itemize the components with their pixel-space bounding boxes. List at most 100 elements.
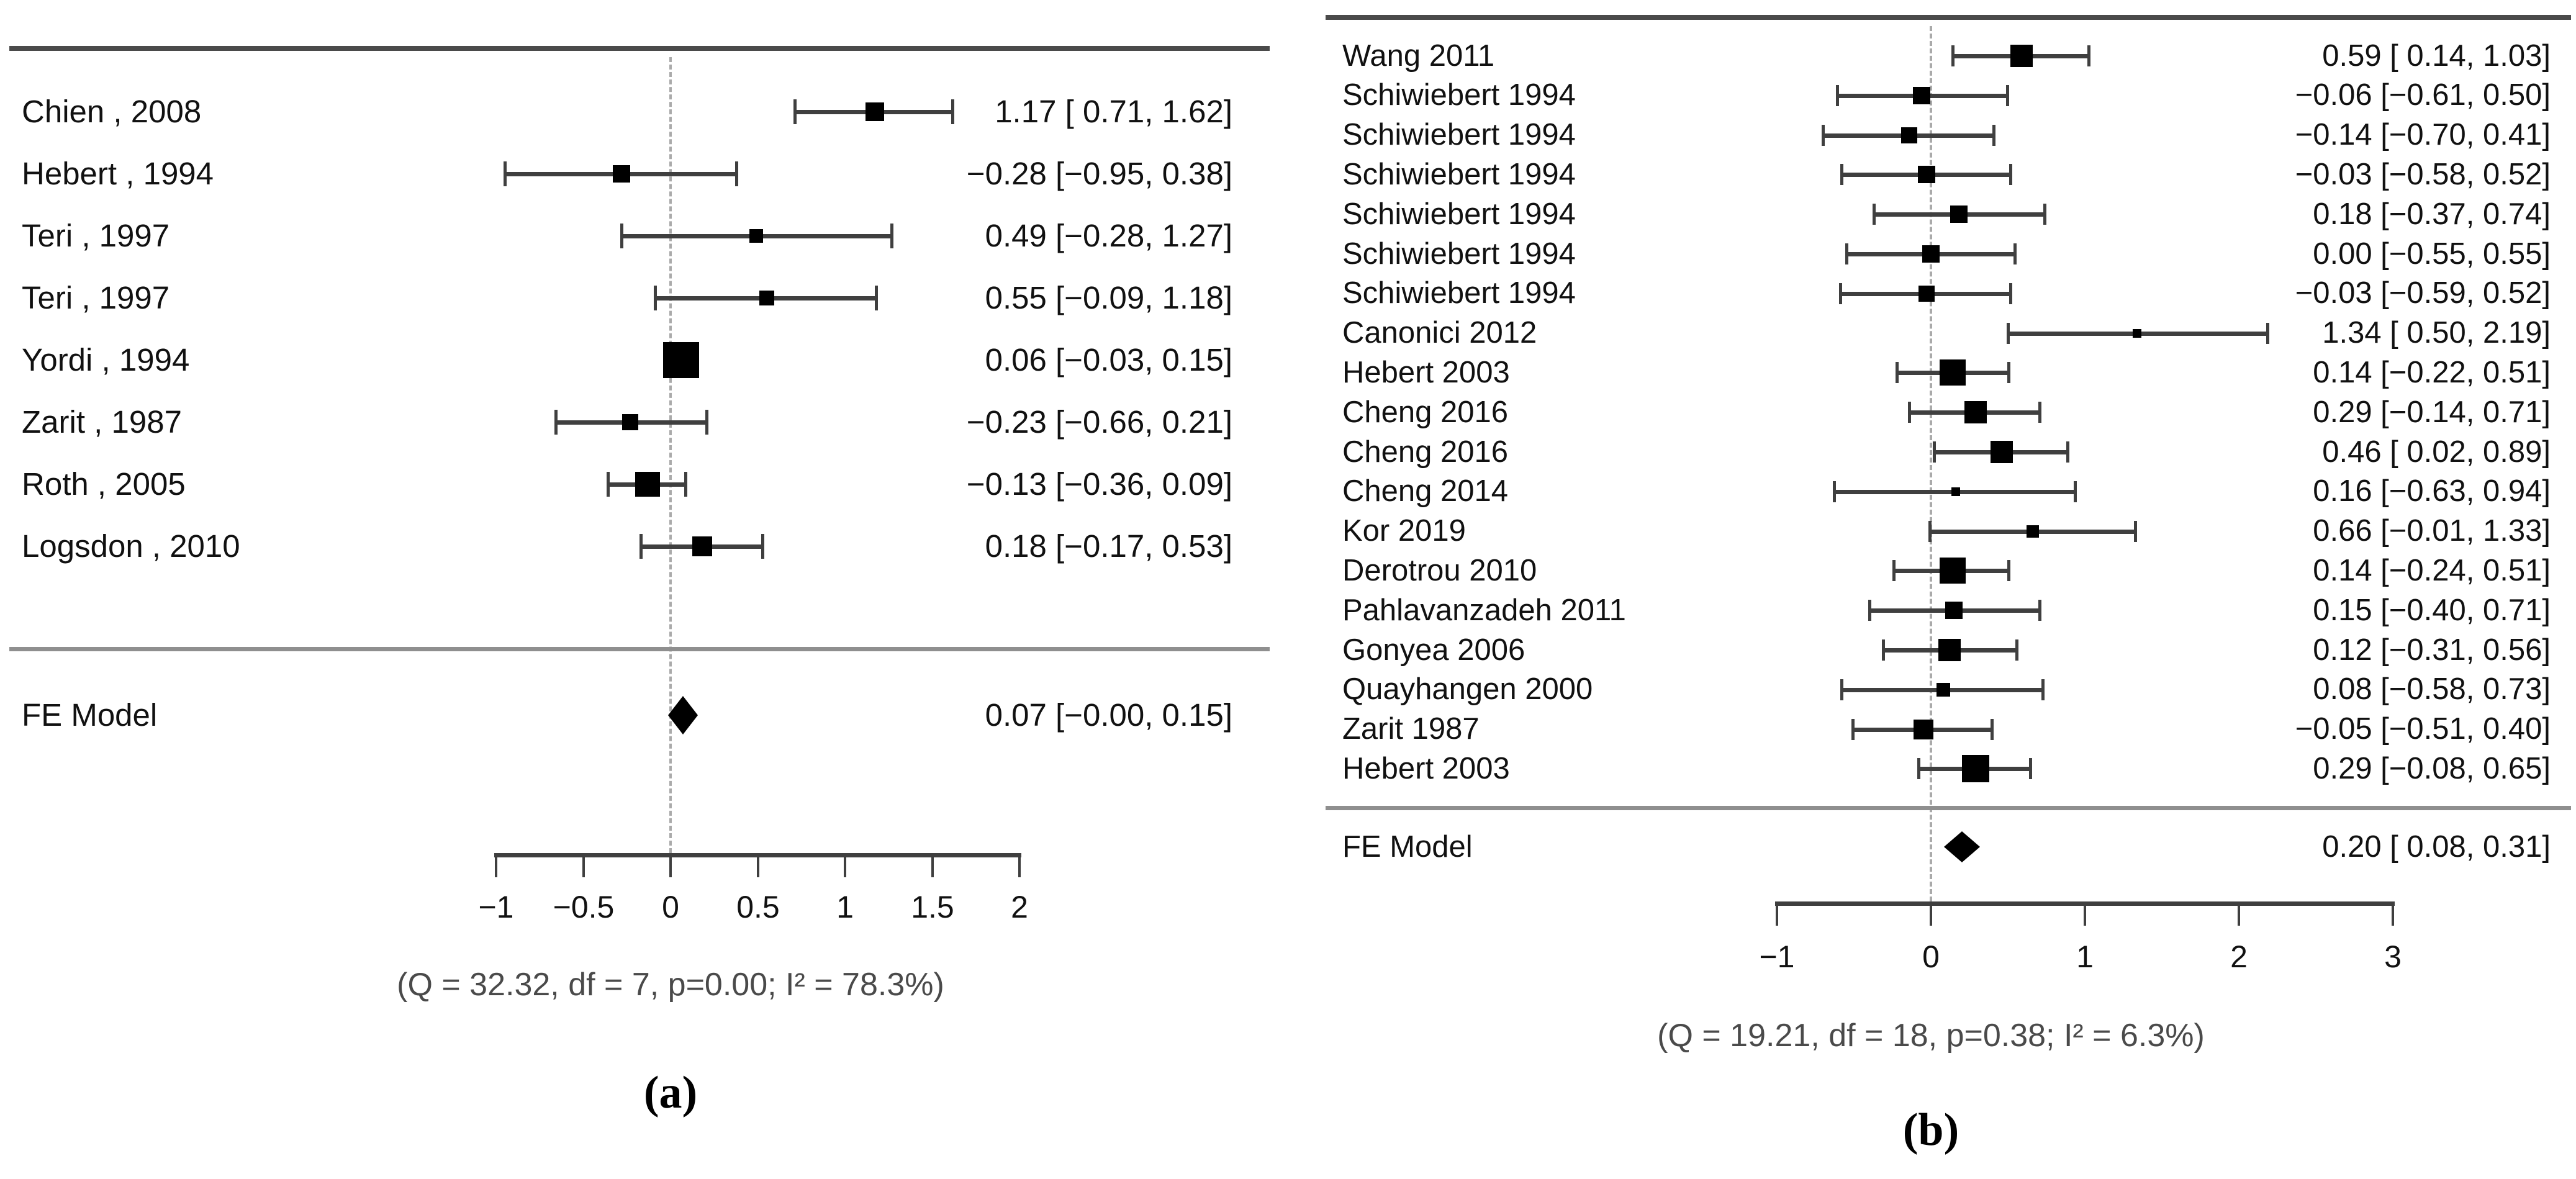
ci-cap-left — [1873, 204, 1876, 225]
estimate-text: 0.55 [−0.09, 1.18] — [985, 280, 1232, 315]
fe-estimate-text: 0.20 [ 0.08, 0.31] — [2322, 830, 2551, 864]
estimate-text: 1.34 [ 0.50, 2.19] — [2322, 316, 2551, 350]
ci-cap-right — [2009, 164, 2012, 185]
ci-cap-right — [2043, 204, 2046, 225]
ci-cap-right — [875, 286, 878, 310]
study-label: Schiwiebert 1994 — [1342, 78, 1576, 112]
ci-cap-left — [1822, 125, 1825, 146]
ci-cap-right — [2007, 362, 2010, 383]
x-axis-tick-label: 3 — [2384, 939, 2402, 974]
study-label: Schiwiebert 1994 — [1342, 118, 1576, 151]
estimate-text: −0.06 [−0.61, 0.50] — [2295, 78, 2551, 112]
estimate-text: 0.08 [−0.58, 0.73] — [2313, 672, 2551, 706]
estimate-text: 0.46 [ 0.02, 0.89] — [2322, 435, 2551, 469]
point-estimate-marker — [865, 102, 884, 121]
ci-cap-left — [607, 472, 610, 497]
study-label: Yordi , 1994 — [22, 342, 190, 377]
ci-cap-right — [2015, 639, 2018, 661]
ci-cap-right — [735, 161, 738, 186]
fe-diamond-marker — [1944, 831, 1980, 862]
study-label: Schiwiebert 1994 — [1342, 237, 1576, 271]
point-estimate-marker — [1962, 755, 1989, 782]
x-axis-tick-label: 0 — [662, 890, 679, 924]
study-label: Teri , 1997 — [22, 280, 170, 315]
ci-cap-right — [761, 534, 764, 559]
x-axis-tick — [2392, 906, 2394, 926]
estimate-text: −0.13 [−0.36, 0.09] — [966, 466, 1232, 502]
ci-cap-left — [1833, 481, 1836, 502]
point-estimate-marker — [622, 414, 638, 430]
study-label: Kor 2019 — [1342, 514, 1466, 548]
point-estimate-marker — [692, 536, 712, 556]
estimate-text: 0.29 [−0.08, 0.65] — [2313, 752, 2551, 785]
study-label: Cheng 2014 — [1342, 474, 1509, 508]
estimate-text: −0.03 [−0.59, 0.52] — [2295, 276, 2551, 310]
estimate-text: 0.49 [−0.28, 1.27] — [985, 218, 1232, 253]
study-label: Hebert 2003 — [1342, 356, 1510, 389]
x-axis-tick — [669, 857, 672, 877]
point-estimate-marker — [1937, 683, 1950, 697]
ci-cap-right — [2074, 481, 2077, 502]
study-label: Cheng 2016 — [1342, 395, 1509, 429]
ci-cap-left — [1892, 560, 1896, 581]
study-label: Zarit 1987 — [1342, 712, 1480, 746]
x-axis-tick-label: 1 — [836, 890, 854, 924]
point-estimate-marker — [1991, 441, 2013, 463]
ci-cap-left — [1851, 719, 1855, 740]
x-axis-tick-label: 1.5 — [911, 890, 954, 924]
point-estimate-marker — [1964, 401, 1987, 423]
estimate-text: −0.28 [−0.95, 0.38] — [966, 156, 1232, 191]
study-label: Cheng 2016 — [1342, 435, 1509, 469]
point-estimate-marker — [635, 472, 660, 497]
point-estimate-marker — [749, 229, 763, 243]
x-axis-tick-label: 0 — [1922, 939, 1940, 974]
heterogeneity-text: (Q = 32.32, df = 7, p=0.00; I² = 78.3%) — [397, 967, 944, 1003]
ci-cap-right — [2007, 560, 2010, 581]
study-label: Canonici 2012 — [1342, 316, 1537, 350]
ci-cap-left — [1882, 639, 1885, 661]
estimate-text: 0.14 [−0.22, 0.51] — [2313, 356, 2551, 389]
panel-letter: (a) — [643, 1067, 698, 1118]
study-label: Hebert , 1994 — [22, 156, 214, 191]
study-label: Schiwiebert 1994 — [1342, 197, 1576, 231]
ci-cap-left — [1840, 679, 1843, 700]
heterogeneity-text: (Q = 19.21, df = 18, p=0.38; I² = 6.3%) — [1657, 1018, 2205, 1054]
estimate-text: 0.16 [−0.63, 0.94] — [2313, 474, 2551, 508]
estimate-text: 0.12 [−0.31, 0.56] — [2313, 633, 2551, 667]
x-axis-tick — [495, 857, 497, 877]
ci-cap-left — [1917, 758, 1920, 779]
panel-letter: (b) — [1902, 1104, 1959, 1155]
study-label: Teri , 1997 — [22, 218, 170, 253]
ci-cap-right — [1992, 125, 1995, 146]
point-estimate-marker — [1945, 602, 1963, 619]
point-estimate-marker — [2027, 525, 2039, 538]
point-estimate-marker — [1938, 639, 1961, 661]
study-label: Schiwiebert 1994 — [1342, 158, 1576, 191]
x-axis-tick — [1930, 906, 1932, 926]
x-axis-tick — [1018, 857, 1021, 877]
ci-cap-right — [2029, 758, 2032, 779]
x-axis-tick — [582, 857, 585, 877]
estimate-text: 0.06 [−0.03, 0.15] — [985, 342, 1232, 377]
x-axis-line — [1775, 901, 2395, 906]
point-estimate-marker — [1914, 720, 1933, 739]
fe-model-label: FE Model — [22, 697, 158, 733]
ci-cap-left — [654, 286, 657, 310]
study-label: Logsdon , 2010 — [22, 528, 240, 564]
estimate-text: −0.03 [−0.58, 0.52] — [2295, 158, 2551, 191]
ci-cap-left — [1839, 283, 1842, 304]
point-estimate-marker — [1913, 87, 1930, 104]
estimate-text: 0.29 [−0.14, 0.71] — [2313, 395, 2551, 429]
ci-cap-left — [554, 410, 558, 435]
estimate-text: 0.14 [−0.24, 0.51] — [2313, 554, 2551, 587]
ci-cap-left — [793, 99, 797, 124]
study-label: Derotrou 2010 — [1342, 554, 1537, 587]
x-axis-tick — [2084, 906, 2086, 926]
ci-cap-right — [2013, 243, 2017, 264]
point-estimate-marker — [1950, 206, 1968, 223]
point-estimate-marker — [2010, 45, 2033, 67]
ci-cap-right — [2038, 402, 2041, 423]
x-axis-tick-label: −1 — [1759, 939, 1795, 974]
estimate-text: −0.23 [−0.66, 0.21] — [966, 404, 1232, 440]
ci-cap-right — [2266, 323, 2269, 344]
